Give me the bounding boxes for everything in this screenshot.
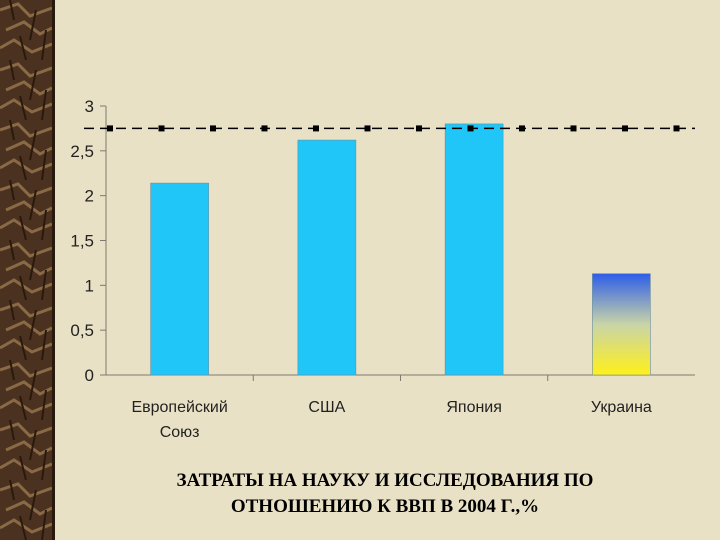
y-tick-label: 0,5 [70, 321, 94, 340]
caption-line-2: ОТНОШЕНИЮ К ВВП В 2004 Г.,% [230, 496, 540, 517]
bar [150, 182, 209, 376]
bar [592, 273, 651, 376]
reference-line [84, 125, 695, 132]
reference-marker [622, 125, 628, 132]
stone-sidebar [0, 0, 52, 540]
slide-caption: ЗАТРАТЫ НА НАУКУ И ИССЛЕДОВАНИЯ ПО ОТНОШ… [90, 468, 680, 520]
caption-line-1: ЗАТРАТЫ НА НАУКУ И ИССЛЕДОВАНИЯ ПО [176, 470, 594, 491]
reference-marker [570, 125, 577, 132]
bar [297, 139, 357, 376]
reference-marker [210, 125, 216, 132]
x-tick-label: Европейский [131, 399, 227, 416]
reference-marker [416, 125, 422, 132]
reference-marker [313, 125, 319, 132]
reference-marker [158, 125, 165, 132]
x-tick-label: Украина [591, 399, 652, 416]
x-axis-labels: Европейский Союз США Япония Украина [131, 399, 651, 441]
y-tick-label: 1 [85, 276, 94, 295]
y-tick-label: 1,5 [70, 232, 94, 251]
reference-marker [673, 125, 680, 132]
y-tick-label: 0 [85, 366, 94, 385]
sidebar-divider [52, 0, 55, 540]
bars [150, 123, 651, 376]
x-tick-label: Япония [446, 399, 502, 416]
x-tick-label: США [308, 399, 345, 416]
y-tick-label: 2,5 [70, 142, 94, 161]
y-tick-label: 3 [85, 97, 94, 116]
y-tick-label: 2 [85, 187, 94, 206]
y-axis: 0 0,5 1 1,5 2 2,5 3 [70, 97, 695, 385]
reference-marker [107, 125, 113, 132]
reference-marker [364, 125, 371, 132]
bar [444, 123, 504, 376]
reference-marker [261, 125, 268, 132]
reference-marker [467, 125, 474, 132]
reference-marker [519, 125, 525, 132]
x-tick-label: Союз [160, 424, 200, 441]
